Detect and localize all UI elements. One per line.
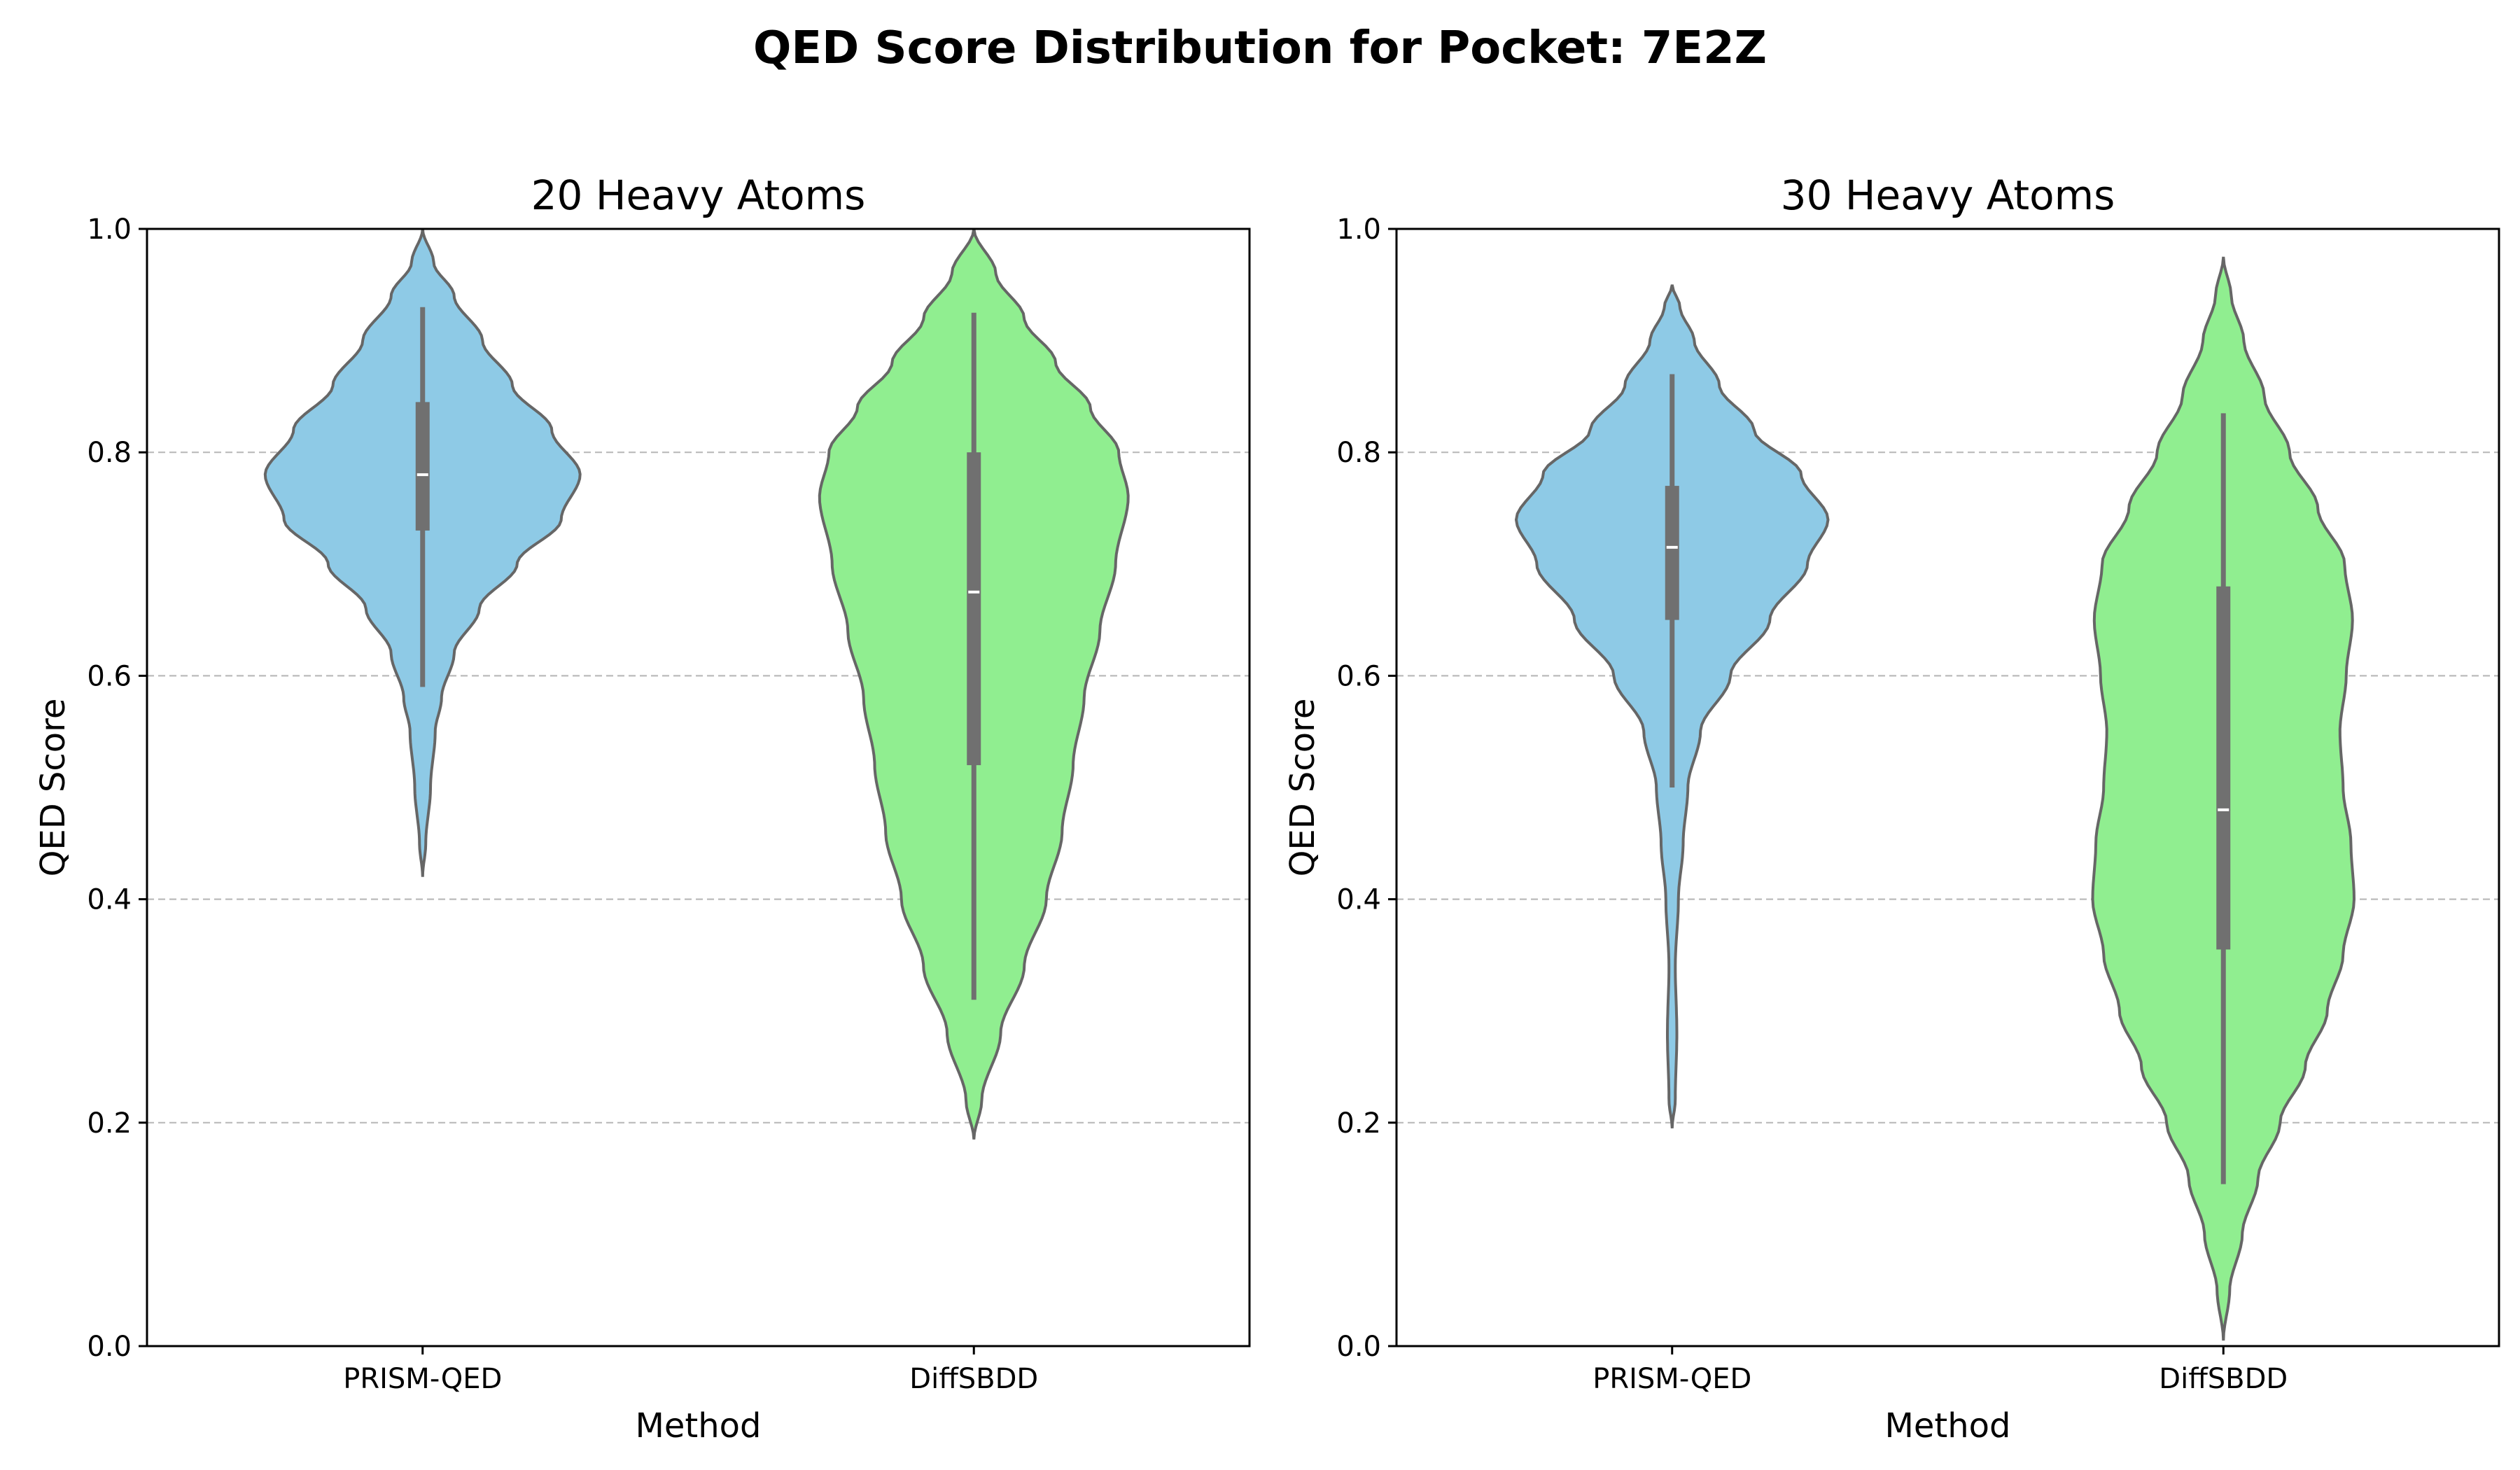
x-tick-label: DiffSBDD bbox=[909, 1363, 1038, 1395]
y-tick-label: 0.2 bbox=[87, 1107, 132, 1140]
y-tick-label: 0.0 bbox=[1336, 1331, 1381, 1363]
x-axis-label: Method bbox=[635, 1406, 761, 1446]
y-tick-label: 0.6 bbox=[87, 660, 132, 692]
y-tick-label: 0.4 bbox=[87, 884, 132, 916]
panel-30-heavy-atoms: 0.0 0.2 0.4 0.6 0.8 1.0 PRISM-QED DiffSBDD 30 He… bbox=[1283, 172, 2500, 1446]
y-tick-label: 0.6 bbox=[1336, 660, 1381, 692]
x-tick-label: DiffSBDD bbox=[2159, 1363, 2288, 1395]
y-axis-label: QED Score bbox=[34, 699, 73, 877]
panel-20-heavy-atoms: 0.0 0.2 0.4 0.6 0.8 1.0 PRISM-QED DiffSBDD 20 He… bbox=[34, 172, 1251, 1446]
y-tick-label: 1.0 bbox=[87, 214, 132, 246]
iqr-box-prism-qed bbox=[415, 402, 430, 531]
x-axis-label: Method bbox=[1884, 1406, 2010, 1446]
figure-title: QED Score Distribution for Pocket: 7E2Z bbox=[753, 22, 1767, 74]
x-tick-label: PRISM-QED bbox=[1592, 1363, 1751, 1395]
violins-group bbox=[1514, 256, 2356, 1341]
y-tick-label: 1.0 bbox=[1336, 214, 1381, 246]
axes-frame bbox=[1395, 227, 2500, 1348]
panel-title: 20 Heavy Atoms bbox=[531, 172, 866, 219]
x-tick-label: PRISM-QED bbox=[343, 1363, 502, 1395]
y-tick-label: 0.8 bbox=[1336, 437, 1381, 469]
axes-frame bbox=[146, 227, 1251, 1348]
y-tick-label: 0.2 bbox=[1336, 1107, 1381, 1140]
violins-group bbox=[263, 229, 1130, 1140]
panel-title: 30 Heavy Atoms bbox=[1781, 172, 2115, 219]
iqr-box-diffsbdd bbox=[2216, 586, 2231, 950]
y-tick-label: 0.0 bbox=[87, 1331, 132, 1363]
y-tick-label: 0.4 bbox=[1336, 884, 1381, 916]
y-axis-label: QED Score bbox=[1283, 699, 1322, 877]
y-tick-label: 0.8 bbox=[87, 437, 132, 469]
iqr-box-diffsbdd bbox=[967, 452, 981, 766]
iqr-box-prism-qed bbox=[1665, 486, 1679, 620]
